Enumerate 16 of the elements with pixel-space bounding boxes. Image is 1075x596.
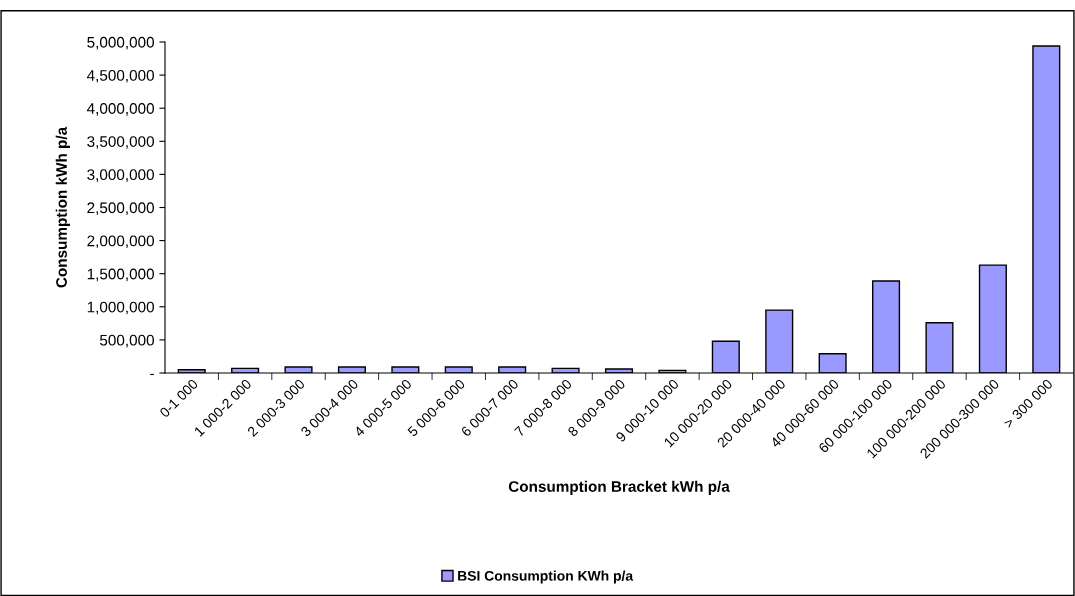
legend-label: BSI Consumption KWh p/a bbox=[458, 570, 634, 584]
y-tick-label: 4,500,000 bbox=[86, 69, 154, 83]
x-axis-title: Consumption Bracket kWh p/a bbox=[508, 480, 730, 495]
y-tick-label: 3,000,000 bbox=[87, 169, 154, 182]
y-tick-label: 1,000,000 bbox=[87, 301, 154, 315]
x-tick-label: 0-1 000 bbox=[159, 378, 199, 418]
y-tick-label: 500,000 bbox=[99, 334, 154, 348]
y-tick-label: 2,000,000 bbox=[87, 235, 154, 249]
y-tick-label: 5,000,000 bbox=[87, 36, 154, 50]
y-tick-label: 1,500,000 bbox=[87, 268, 154, 282]
y-tick-label: 4,000,000 bbox=[86, 103, 154, 116]
x-tick-label: > 300 000 bbox=[1003, 378, 1054, 429]
y-tick-label: 3,500,000 bbox=[87, 136, 154, 149]
y-axis-title: Consumption kWh p/a bbox=[55, 126, 70, 288]
y-tick-label: - bbox=[150, 373, 154, 376]
y-tick-label: 2,500,000 bbox=[87, 202, 154, 215]
